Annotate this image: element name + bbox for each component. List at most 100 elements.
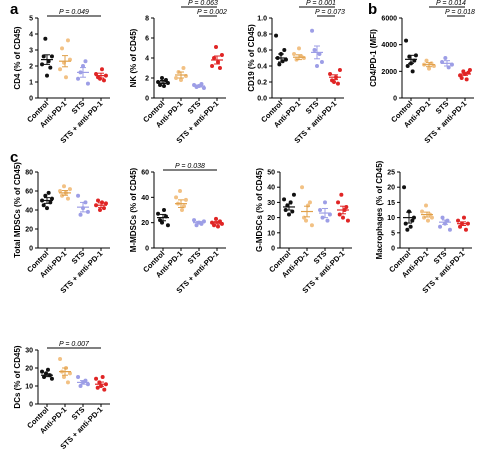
data-point (304, 218, 309, 223)
data-point (76, 375, 81, 379)
data-point (215, 224, 220, 229)
y-tick-label: 20 (25, 227, 33, 234)
y-tick-label: 50 (267, 170, 275, 177)
y-tick-label: 80 (25, 170, 33, 177)
y-axis-label: NK (% of CD45) (129, 28, 138, 87)
data-point (65, 38, 70, 43)
data-point (161, 84, 166, 88)
data-point (41, 203, 46, 208)
data-point (48, 65, 53, 70)
y-tick-label: 15 (387, 200, 395, 207)
data-point (46, 59, 51, 64)
panel-label-c: c (10, 149, 18, 166)
data-point (328, 72, 333, 76)
y-tick-label: 0 (393, 96, 397, 103)
data-point (58, 189, 63, 193)
data-point (425, 218, 430, 223)
y-tick-label: 60 (141, 170, 149, 177)
p-value-label: P = 0.063 (188, 0, 218, 7)
y-tick-label: 20 (267, 215, 275, 222)
y-tick-label: 10 (267, 230, 275, 237)
data-point (337, 68, 342, 72)
y-tick-label: 20 (25, 366, 33, 373)
data-point (192, 218, 197, 223)
data-point (179, 78, 183, 82)
data-point (45, 367, 50, 372)
data-point (58, 357, 63, 361)
data-point (344, 204, 349, 209)
data-point (78, 384, 83, 388)
data-point (160, 76, 165, 80)
data-point (405, 64, 410, 68)
data-point (315, 64, 319, 68)
y-tick-label: 60 (25, 189, 33, 196)
y-tick-label: 20 (387, 185, 395, 192)
data-point (81, 64, 85, 68)
data-point (341, 215, 345, 220)
data-point (459, 76, 464, 80)
y-tick-label: 3 (29, 48, 33, 55)
y-tick-label: 2 (145, 76, 149, 83)
data-point (94, 376, 99, 381)
data-point (40, 62, 45, 67)
y-axis-label: DCs (% of CD45) (13, 345, 22, 408)
data-point (76, 193, 81, 198)
data-point (183, 197, 188, 202)
data-point (427, 66, 431, 71)
data-point (217, 66, 222, 70)
data-point (310, 28, 315, 33)
data-point (405, 227, 410, 232)
y-tick-label: 40 (267, 185, 275, 192)
y-tick-label: 0.4 (257, 64, 267, 71)
data-point (282, 48, 287, 52)
data-point (219, 53, 224, 57)
y-tick-label: 4 (145, 56, 149, 63)
data-point (404, 38, 409, 43)
data-point (102, 387, 107, 392)
data-point (201, 86, 206, 90)
data-point (174, 76, 179, 80)
data-point (335, 81, 340, 86)
y-tick-label: 6000 (381, 16, 397, 23)
data-point (67, 57, 72, 62)
data-point (307, 200, 312, 205)
data-point (424, 58, 429, 63)
panel-label-a: a (10, 1, 19, 18)
data-point (339, 192, 344, 197)
y-tick-label: 0 (29, 246, 33, 253)
data-point (290, 209, 295, 214)
p-value-label: P = 0.073 (315, 9, 345, 16)
y-axis-label: Macrophages (% of CD45) (375, 160, 384, 259)
data-point (420, 209, 425, 214)
data-point (49, 54, 54, 59)
data-point (287, 212, 291, 217)
data-point (83, 59, 88, 64)
data-point (300, 185, 305, 190)
data-point (156, 211, 161, 216)
y-tick-label: 0.6 (257, 48, 267, 55)
data-point (179, 208, 184, 212)
y-tick-label: 4000 (381, 42, 397, 49)
data-point (297, 46, 301, 51)
y-tick-label: 5 (391, 230, 395, 237)
data-point (440, 215, 445, 220)
data-point (336, 200, 341, 205)
data-point (447, 227, 452, 232)
data-point (49, 376, 54, 381)
y-tick-label: 2 (29, 64, 33, 71)
y-tick-label: 2000 (381, 69, 397, 76)
data-point (46, 190, 51, 195)
data-point (410, 69, 415, 74)
data-point (103, 201, 108, 206)
data-point (85, 81, 90, 86)
data-point (100, 375, 105, 379)
y-axis-label: Total MDSCs (% of CD45) (13, 162, 22, 258)
data-point (410, 218, 415, 223)
data-point (312, 48, 317, 52)
